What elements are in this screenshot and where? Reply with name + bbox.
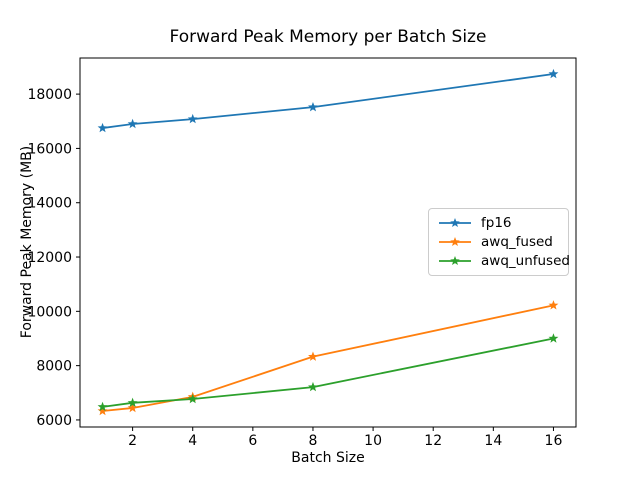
legend-line-icon-fp16 <box>439 218 471 228</box>
series-line-awq_fused <box>101 304 555 412</box>
legend-label-awq_unfused: awq_unfused <box>481 253 570 269</box>
y-tick-label-12000: 12000 <box>27 250 72 266</box>
legend: fp16 awq_fused awq_unfused <box>428 208 570 276</box>
y-tick-label-18000: 18000 <box>27 87 72 103</box>
chart-title: Forward Peak Memory per Batch Size <box>169 27 487 47</box>
series-marker-awq_fused-x16 <box>548 300 559 310</box>
legend-item-awq_fused: awq_fused <box>438 233 558 251</box>
x-tick-label-8: 8 <box>309 433 318 449</box>
x-tick-label-10: 10 <box>364 433 382 449</box>
y-tick-label-16000: 16000 <box>27 141 72 157</box>
y-tick-label-10000: 10000 <box>27 304 72 320</box>
series-marker-awq_fused-x1 <box>97 405 108 416</box>
series-marker-fp16-x16 <box>548 68 559 79</box>
y-tick-label-8000: 8000 <box>36 359 72 375</box>
x-tick-label-14: 14 <box>484 433 502 449</box>
y-tick-label-14000: 14000 <box>27 196 72 212</box>
x-tick-label-4: 4 <box>188 433 197 449</box>
x-tick-label-16: 16 <box>545 433 563 449</box>
series-marker-awq_unfused-x4 <box>187 393 198 404</box>
legend-label-awq_fused: awq_fused <box>481 234 553 250</box>
series-marker-fp16-x4 <box>187 113 198 124</box>
legend-item-fp16: fp16 <box>438 214 558 232</box>
x-axis-label: Batch Size <box>291 450 365 466</box>
series-line-fp16 <box>101 73 555 129</box>
legend-line-icon-awq_fused <box>439 237 471 247</box>
series-marker-awq_unfused-x8 <box>308 381 318 392</box>
plot-frame <box>79 57 577 428</box>
legend-item-awq_unfused: awq_unfused <box>438 252 570 270</box>
series-marker-fp16-x2 <box>127 118 138 129</box>
series-marker-fp16-x8 <box>308 101 318 112</box>
series-line-awq_unfused <box>101 337 555 408</box>
series-marker-awq_fused-x8 <box>308 351 318 361</box>
y-tick-label-6000: 6000 <box>36 413 72 429</box>
series-marker-awq_unfused-x16 <box>548 333 559 343</box>
series-marker-awq_unfused-x2 <box>127 397 138 408</box>
y-axis-label: Forward Peak Memory (MB) <box>19 145 35 339</box>
x-tick-label-12: 12 <box>424 433 442 449</box>
legend-line-icon-awq_unfused <box>439 256 471 266</box>
legend-label-fp16: fp16 <box>481 215 512 231</box>
series-marker-awq_unfused-x1 <box>97 401 108 412</box>
x-tick-label-6: 6 <box>248 433 257 449</box>
x-tick-label-2: 2 <box>128 433 137 449</box>
series-marker-fp16-x1 <box>97 122 108 133</box>
series-marker-awq_fused-x2 <box>127 402 138 413</box>
